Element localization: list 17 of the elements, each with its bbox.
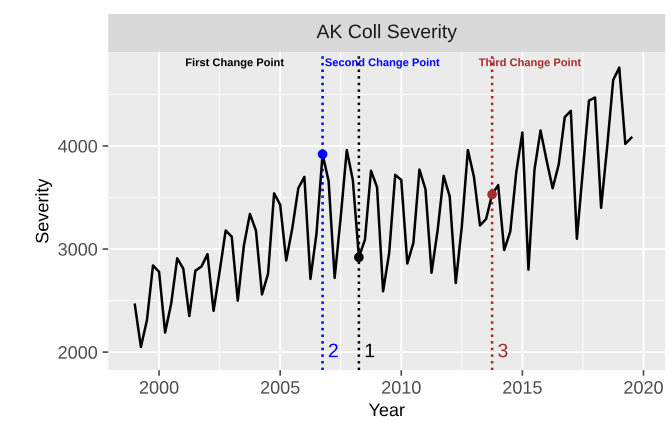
annotation: 2 <box>328 344 338 358</box>
y-tick-label: 2000 <box>58 346 98 359</box>
y-tick-label: 4000 <box>58 140 98 153</box>
x-tick-label: 2015 <box>503 381 542 394</box>
x-tick-label: 2000 <box>140 381 178 394</box>
x-axis-title: Year <box>368 404 405 416</box>
x-tick-label: 2005 <box>260 381 300 394</box>
ref-line-label: Second Change Point <box>325 58 440 68</box>
ref-line-label: Third Change Point <box>478 58 582 68</box>
y-axis-title: Severity <box>35 178 52 243</box>
ref-line-label: First Change Point <box>186 58 284 68</box>
chart-title: AK Coll Severity <box>316 24 457 42</box>
annotation: 1 <box>366 344 374 358</box>
x-tick-label: 2010 <box>382 381 421 394</box>
x-tick-label: 2020 <box>624 381 663 394</box>
annotation: 3 <box>498 344 508 358</box>
y-tick-label: 3000 <box>58 242 98 256</box>
